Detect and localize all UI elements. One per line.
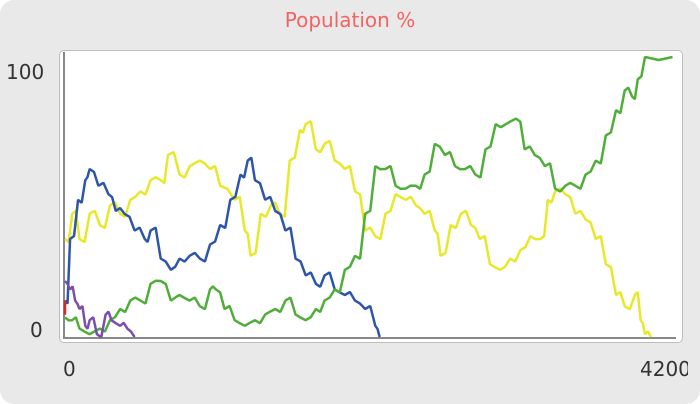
series-line-2 <box>64 55 673 336</box>
axes <box>63 52 676 339</box>
series-line-3 <box>64 280 136 339</box>
chart-title: Population % <box>284 8 416 32</box>
x-tick-4200: 4200 <box>640 357 688 381</box>
y-tick-100: 100 <box>6 60 44 84</box>
y-tick-0: 0 <box>30 318 43 342</box>
series-line-1 <box>64 156 381 338</box>
x-tick-0: 0 <box>63 357 76 381</box>
